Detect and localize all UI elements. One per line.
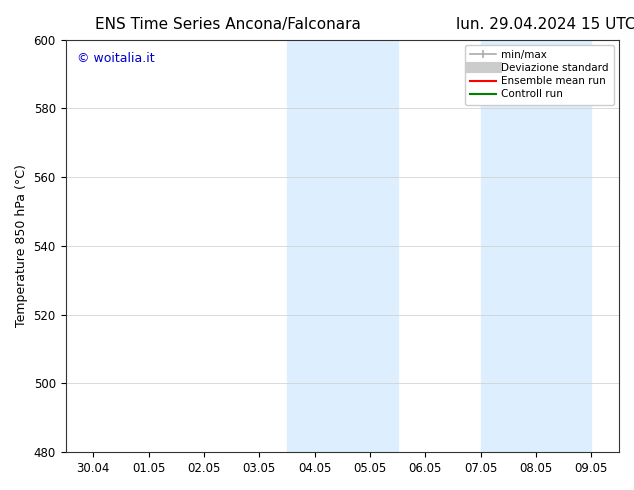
Bar (536, 40, 592, 452)
Text: ENS Time Series Ancona/Falconara: ENS Time Series Ancona/Falconara (95, 17, 361, 32)
Bar (287, 40, 342, 452)
Y-axis label: Temperature 850 hPa (°C): Temperature 850 hPa (°C) (15, 165, 28, 327)
Bar (342, 40, 398, 452)
Text: lun. 29.04.2024 15 UTC: lun. 29.04.2024 15 UTC (456, 17, 634, 32)
Bar (481, 40, 536, 452)
Legend: min/max, Deviazione standard, Ensemble mean run, Controll run: min/max, Deviazione standard, Ensemble m… (465, 45, 614, 104)
Text: © woitalia.it: © woitalia.it (77, 52, 154, 65)
